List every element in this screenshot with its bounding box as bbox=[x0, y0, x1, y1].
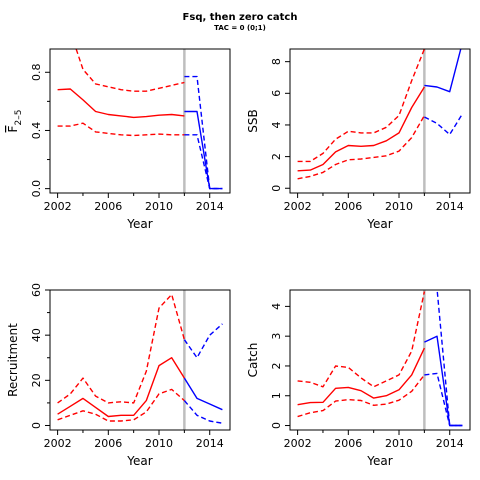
x-axis-label: Year bbox=[366, 217, 392, 231]
y-tick-label: 6 bbox=[270, 90, 283, 97]
y-tick-label: 4 bbox=[270, 303, 283, 310]
plot-frame bbox=[49, 48, 231, 194]
x-tick-label: 2010 bbox=[385, 437, 413, 450]
x-tick-label: 2014 bbox=[196, 200, 224, 213]
series-historical-upper bbox=[297, 49, 426, 163]
y-tick-label: 40 bbox=[30, 328, 43, 342]
series-projection-median bbox=[424, 49, 462, 93]
x-tick-label: 2002 bbox=[284, 437, 312, 450]
series-projection-lower bbox=[424, 113, 463, 136]
y-axis-label: F2–5 bbox=[6, 110, 24, 133]
series-historical-lower bbox=[57, 122, 185, 137]
plot-frame bbox=[289, 48, 471, 194]
y-tick-label: 0 bbox=[270, 422, 283, 429]
panel-0: 2002 2006 2010 2014 0.0 0.4 0.8 Year F2–5 bbox=[6, 48, 231, 231]
x-tick-label: 2002 bbox=[284, 200, 312, 213]
y-tick-label: 3 bbox=[270, 333, 283, 340]
plot-frame bbox=[289, 289, 471, 431]
x-tick-label: 2002 bbox=[44, 200, 72, 213]
y-tick-label: 0 bbox=[270, 185, 283, 192]
x-tick-label: 2010 bbox=[145, 437, 173, 450]
y-tick-label: 0 bbox=[30, 422, 43, 429]
y-tick-label: 8 bbox=[270, 58, 283, 65]
x-axis-label: Year bbox=[366, 454, 392, 468]
y-tick-label: 0.8 bbox=[30, 64, 43, 82]
y-tick-label: 60 bbox=[30, 283, 43, 297]
panel-2: 2002 2006 2010 2014 0 20 40 60 Year Recruitment bbox=[6, 283, 231, 468]
y-axis-label-main: F bbox=[6, 125, 20, 132]
y-tick-label: 2 bbox=[270, 153, 283, 160]
series-projection-lower bbox=[184, 134, 223, 190]
x-tick-label: 2002 bbox=[44, 437, 72, 450]
series-historical-median bbox=[57, 88, 185, 119]
series-historical-lower bbox=[57, 388, 185, 422]
series-historical-median bbox=[297, 86, 425, 172]
x-axis-label: Year bbox=[126, 217, 152, 231]
x-tick-label: 2014 bbox=[196, 437, 224, 450]
x-tick-label: 2014 bbox=[436, 200, 464, 213]
y-tick-label: 2 bbox=[270, 362, 283, 369]
y-tick-label: 0.0 bbox=[30, 180, 43, 198]
panel-3: 2002 2006 2010 2014 0 1 2 3 4 Year Catch bbox=[246, 289, 471, 468]
y-tick-label: 4 bbox=[270, 121, 283, 128]
series-projection-median bbox=[183, 377, 223, 411]
y-axis-label: Recruitment bbox=[6, 323, 20, 397]
x-tick-label: 2006 bbox=[334, 437, 362, 450]
series-historical-upper bbox=[75, 49, 185, 92]
x-tick-label: 2006 bbox=[334, 200, 362, 213]
y-axis-label-sub: 2–5 bbox=[14, 110, 24, 126]
y-tick-label: 20 bbox=[30, 373, 43, 387]
x-axis-label: Year bbox=[126, 454, 152, 468]
figure-subtitle: TAC = 0 (0;1) bbox=[214, 24, 266, 32]
series-group bbox=[57, 293, 223, 424]
series-historical-upper bbox=[57, 293, 186, 404]
panel-1: 2002 2006 2010 2014 0 2 4 6 8 Year SSB bbox=[246, 48, 471, 231]
y-tick-label: 1 bbox=[270, 392, 283, 399]
series-historical-upper bbox=[297, 291, 426, 388]
figure-title: Fsq, then zero catch bbox=[183, 12, 298, 23]
series-group bbox=[297, 290, 463, 427]
x-tick-label: 2006 bbox=[94, 200, 122, 213]
y-axis-label: SSB bbox=[246, 109, 260, 132]
y-tick-label: 0.4 bbox=[30, 122, 43, 140]
x-tick-label: 2010 bbox=[145, 200, 173, 213]
x-tick-label: 2006 bbox=[94, 437, 122, 450]
series-historical-lower bbox=[297, 115, 426, 180]
series-group bbox=[297, 49, 463, 180]
x-tick-label: 2010 bbox=[385, 200, 413, 213]
plot-frame bbox=[49, 289, 231, 431]
series-projection-upper bbox=[183, 323, 223, 359]
series-projection-lower bbox=[183, 400, 223, 424]
y-axis-label: Catch bbox=[246, 343, 260, 378]
x-tick-label: 2014 bbox=[436, 437, 464, 450]
series-historical-median bbox=[57, 357, 185, 418]
series-historical-median bbox=[297, 347, 426, 406]
series-group bbox=[57, 49, 223, 190]
series-historical-lower bbox=[297, 374, 425, 418]
series-projection-lower bbox=[424, 372, 463, 427]
